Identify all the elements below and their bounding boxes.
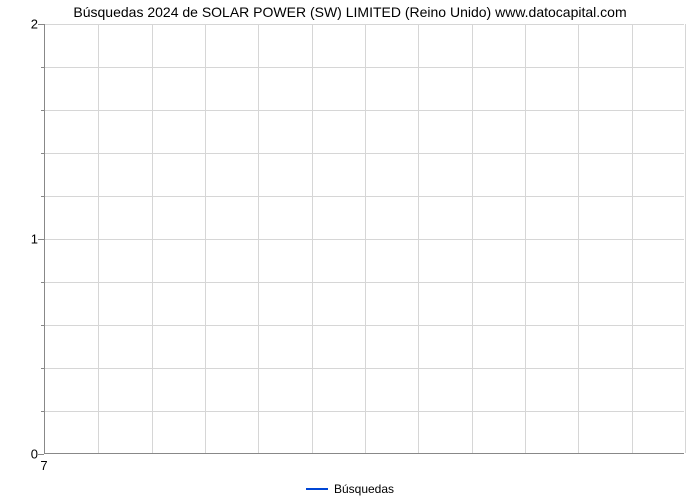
y-tick-mark [38,239,44,240]
y-minor-tick [41,153,44,154]
y-tick-mark [38,24,44,25]
grid-horizontal [45,196,684,197]
grid-horizontal [45,239,684,240]
y-minor-tick [41,110,44,111]
y-tick-mark [38,454,44,455]
grid-horizontal [45,153,684,154]
chart-title: Búsquedas 2024 de SOLAR POWER (SW) LIMIT… [0,4,700,20]
grid-horizontal [45,24,684,25]
chart-container: Búsquedas 2024 de SOLAR POWER (SW) LIMIT… [0,0,700,500]
y-minor-tick [41,368,44,369]
y-minor-tick [41,196,44,197]
grid-horizontal [45,282,684,283]
grid-horizontal [45,411,684,412]
legend-label: Búsquedas [334,482,394,496]
plot-area [44,24,684,454]
grid-horizontal [45,368,684,369]
y-tick-label: 0 [8,447,38,462]
y-minor-tick [41,67,44,68]
legend: Búsquedas [0,481,700,496]
y-minor-tick [41,325,44,326]
y-tick-label: 2 [8,17,38,32]
y-tick-label: 1 [8,232,38,247]
grid-vertical [685,24,686,453]
y-minor-tick [41,411,44,412]
legend-line-icon [306,488,328,490]
grid-horizontal [45,67,684,68]
y-minor-tick [41,282,44,283]
grid-horizontal [45,325,684,326]
grid-horizontal [45,110,684,111]
x-tick-label: 7 [40,458,47,473]
